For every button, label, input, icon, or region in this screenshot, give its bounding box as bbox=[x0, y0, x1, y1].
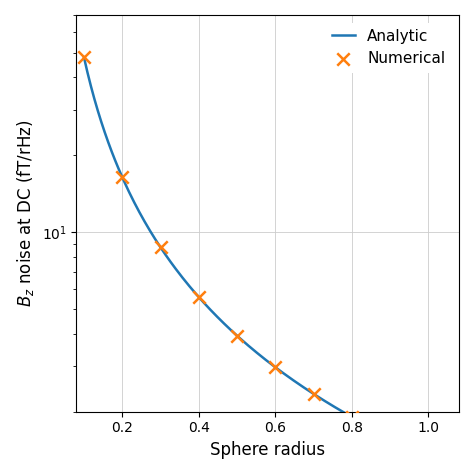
Numerical bbox=[195, 293, 202, 301]
Numerical bbox=[157, 244, 164, 251]
Analytic bbox=[408, 445, 414, 450]
Numerical bbox=[310, 390, 318, 398]
Analytic bbox=[145, 225, 151, 230]
Numerical bbox=[272, 364, 279, 371]
Y-axis label: $B_z$ noise at DC (fT/rHz): $B_z$ noise at DC (fT/rHz) bbox=[15, 119, 36, 307]
Analytic bbox=[173, 266, 179, 272]
Analytic bbox=[396, 439, 402, 445]
Numerical bbox=[80, 54, 88, 61]
Line: Analytic: Analytic bbox=[84, 57, 428, 456]
Numerical bbox=[386, 434, 394, 441]
X-axis label: Sphere radius: Sphere radius bbox=[210, 441, 325, 459]
Analytic bbox=[95, 108, 100, 114]
Numerical bbox=[233, 332, 241, 339]
Legend: Analytic, Numerical: Analytic, Numerical bbox=[326, 23, 451, 73]
Numerical bbox=[425, 452, 432, 459]
Analytic bbox=[102, 129, 108, 135]
Analytic bbox=[426, 453, 431, 458]
Numerical bbox=[118, 173, 126, 181]
Numerical bbox=[348, 413, 356, 421]
Analytic bbox=[81, 55, 87, 60]
